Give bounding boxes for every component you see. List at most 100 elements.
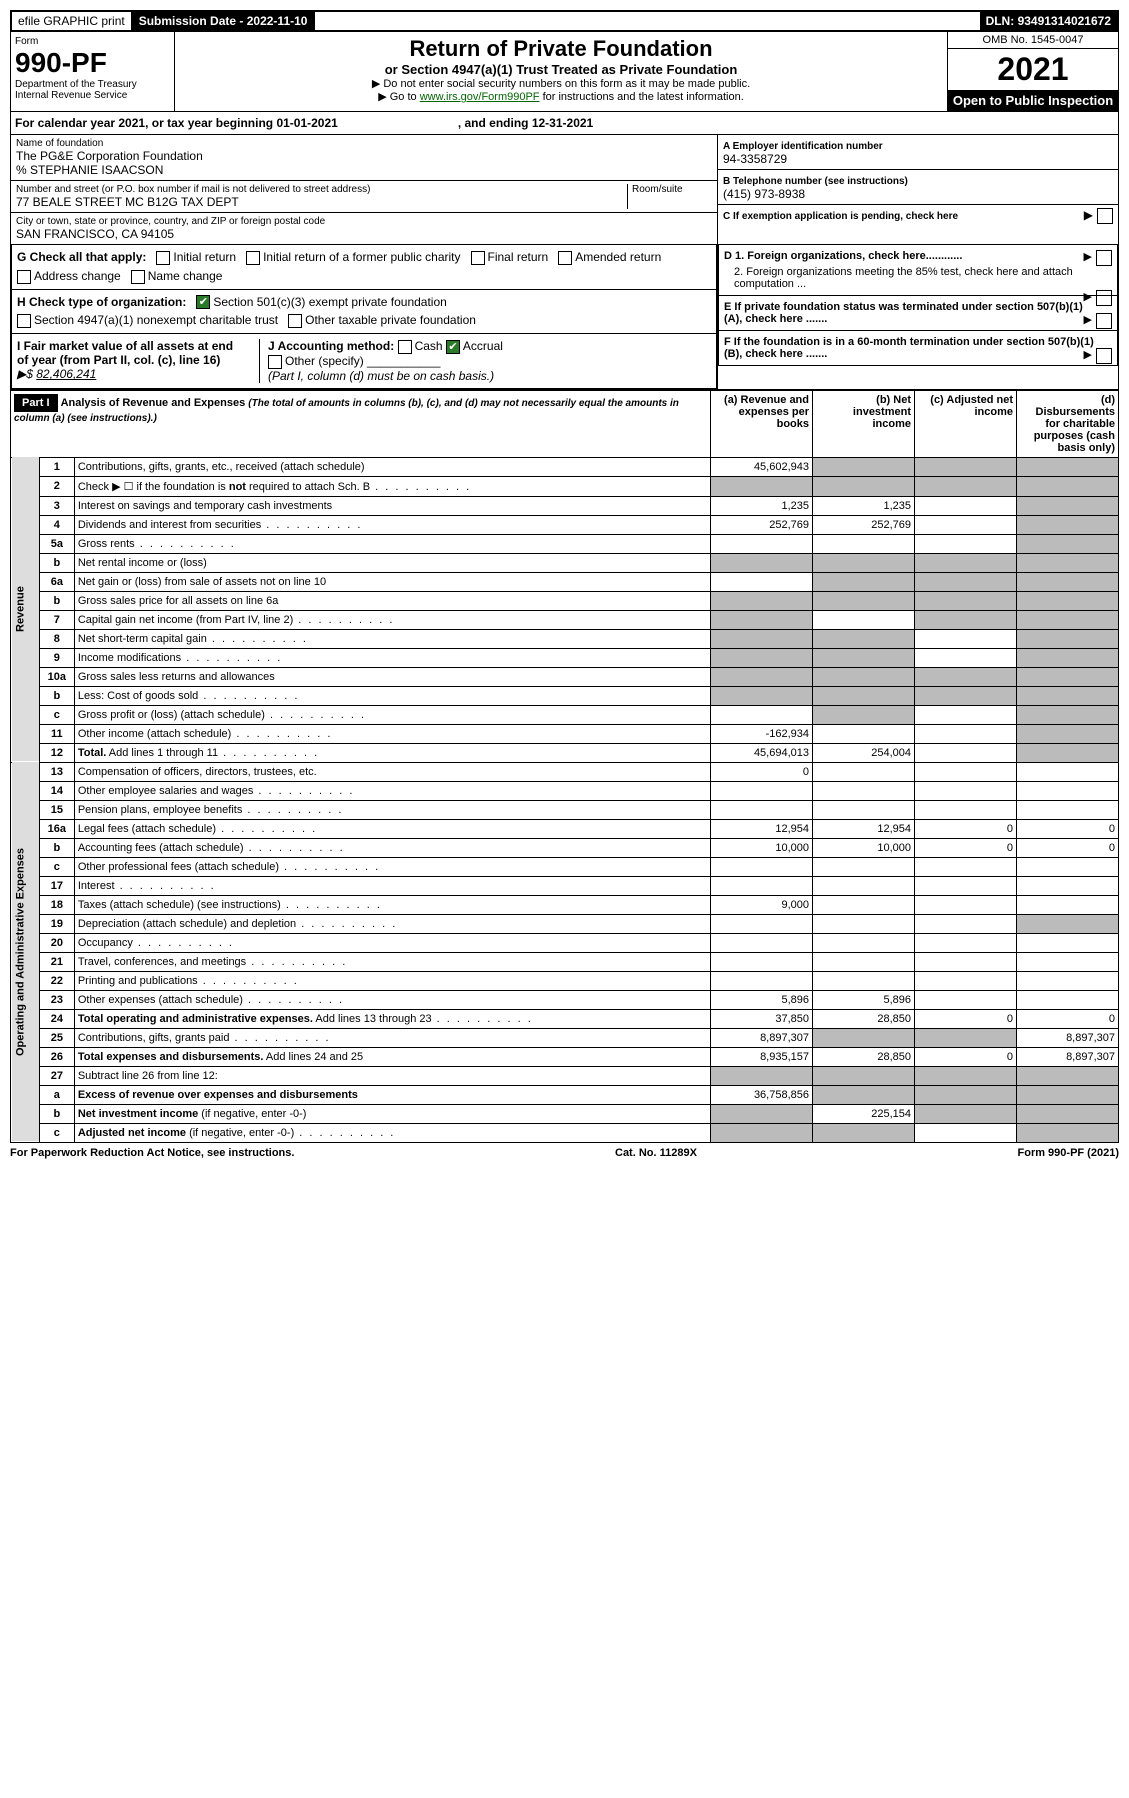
- cell: [1017, 952, 1119, 971]
- row-desc: Interest: [74, 876, 710, 895]
- cell: [813, 857, 915, 876]
- row-num: 17: [39, 876, 74, 895]
- J-ck3[interactable]: [268, 355, 282, 369]
- row-desc: Net short-term capital gain: [74, 629, 710, 648]
- cell: [813, 724, 915, 743]
- cell: [915, 572, 1017, 591]
- cell: [915, 534, 1017, 553]
- cell: [915, 857, 1017, 876]
- cell: 0: [711, 762, 813, 781]
- cell: [1017, 629, 1119, 648]
- cell: [915, 895, 1017, 914]
- row-num: 23: [39, 990, 74, 1009]
- G-ck5[interactable]: [17, 270, 31, 284]
- row-num: 3: [39, 496, 74, 515]
- cell: [1017, 724, 1119, 743]
- G-ck2[interactable]: [246, 251, 260, 265]
- info-block: Name of foundation The PG&E Corporation …: [10, 135, 1119, 245]
- cell: 28,850: [813, 1047, 915, 1066]
- cell: [1017, 496, 1119, 515]
- addr-lbl: Number and street (or P.O. box number if…: [16, 184, 627, 195]
- cell: [1017, 667, 1119, 686]
- row-num: 15: [39, 800, 74, 819]
- cell: [1017, 686, 1119, 705]
- H-ck2[interactable]: [17, 314, 31, 328]
- G-ck6[interactable]: [131, 270, 145, 284]
- B: (415) 973-8938: [723, 187, 805, 201]
- row-num: a: [39, 1085, 74, 1104]
- cell: [711, 553, 813, 572]
- G-ck1[interactable]: [156, 251, 170, 265]
- col-b: (b) Net investment income: [813, 390, 915, 457]
- cell: [813, 705, 915, 724]
- row-num: 10a: [39, 667, 74, 686]
- addr: 77 BEALE STREET MC B12G TAX DEPT: [16, 195, 239, 209]
- IJ-row: I Fair market value of all assets at end…: [11, 334, 717, 389]
- row-num: 14: [39, 781, 74, 800]
- cell: [915, 515, 1017, 534]
- row-desc: Contributions, gifts, grants paid: [74, 1028, 710, 1047]
- cell: [711, 534, 813, 553]
- cell: [813, 667, 915, 686]
- name-lbl: Name of foundation: [16, 138, 712, 149]
- cell: [711, 572, 813, 591]
- cell: [915, 610, 1017, 629]
- G-ck4[interactable]: [558, 251, 572, 265]
- E: E If private foundation status was termi…: [724, 301, 1083, 325]
- row-desc: Subtract line 26 from line 12:: [74, 1066, 710, 1085]
- cell: 0: [915, 1047, 1017, 1066]
- H-ck1[interactable]: ✔: [196, 295, 210, 309]
- cell: 252,769: [813, 515, 915, 534]
- cell: [1017, 762, 1119, 781]
- cell: [813, 762, 915, 781]
- J-ck1[interactable]: [398, 340, 412, 354]
- D1-ck[interactable]: [1096, 250, 1112, 266]
- cell: [711, 857, 813, 876]
- cell: 45,694,013: [711, 743, 813, 762]
- cell: [813, 971, 915, 990]
- C-ck[interactable]: [1097, 208, 1113, 224]
- cell: [1017, 572, 1119, 591]
- city-lbl: City or town, state or province, country…: [16, 216, 712, 227]
- row-desc: Net gain or (loss) from sale of assets n…: [74, 572, 710, 591]
- cell: [915, 686, 1017, 705]
- cell: [915, 1085, 1017, 1104]
- cell: [915, 667, 1017, 686]
- cell: [1017, 553, 1119, 572]
- D2: 2. Foreign organizations meeting the 85%…: [724, 266, 1112, 290]
- row-num: 12: [39, 743, 74, 762]
- cell: [915, 990, 1017, 1009]
- cell: [1017, 610, 1119, 629]
- cell: [1017, 648, 1119, 667]
- D2-ck[interactable]: [1096, 290, 1112, 306]
- row-desc: Dividends and interest from securities: [74, 515, 710, 534]
- H-row: H Check type of organization: ✔Section 5…: [11, 290, 717, 335]
- row-num: 25: [39, 1028, 74, 1047]
- cell: 9,000: [711, 895, 813, 914]
- cell: [1017, 857, 1119, 876]
- subtitle: or Section 4947(a)(1) Trust Treated as P…: [179, 62, 943, 77]
- G-ck3[interactable]: [471, 251, 485, 265]
- care-of: % STEPHANIE ISAACSON: [16, 163, 163, 177]
- calendar-row: For calendar year 2021, or tax year begi…: [10, 112, 1119, 135]
- J-lbl: J Accounting method:: [268, 339, 394, 353]
- cell: 1,235: [711, 496, 813, 515]
- cell: [1017, 591, 1119, 610]
- cell: [813, 1028, 915, 1047]
- row-desc: Compensation of officers, directors, tru…: [74, 762, 710, 781]
- cell: 10,000: [711, 838, 813, 857]
- cell: [1017, 705, 1119, 724]
- I-lbl: I Fair market value of all assets at end…: [17, 339, 233, 367]
- foot-c: Form 990-PF (2021): [1018, 1147, 1119, 1159]
- H-ck3[interactable]: [288, 314, 302, 328]
- F-ck[interactable]: [1096, 348, 1112, 364]
- cell: 0: [1017, 819, 1119, 838]
- row-num: 24: [39, 1009, 74, 1028]
- J-ck2[interactable]: ✔: [446, 340, 460, 354]
- row-num: 9: [39, 648, 74, 667]
- cell: [1017, 933, 1119, 952]
- E-ck[interactable]: [1096, 313, 1112, 329]
- link[interactable]: www.irs.gov/Form990PF: [420, 91, 540, 103]
- row-num: 19: [39, 914, 74, 933]
- cell: [711, 876, 813, 895]
